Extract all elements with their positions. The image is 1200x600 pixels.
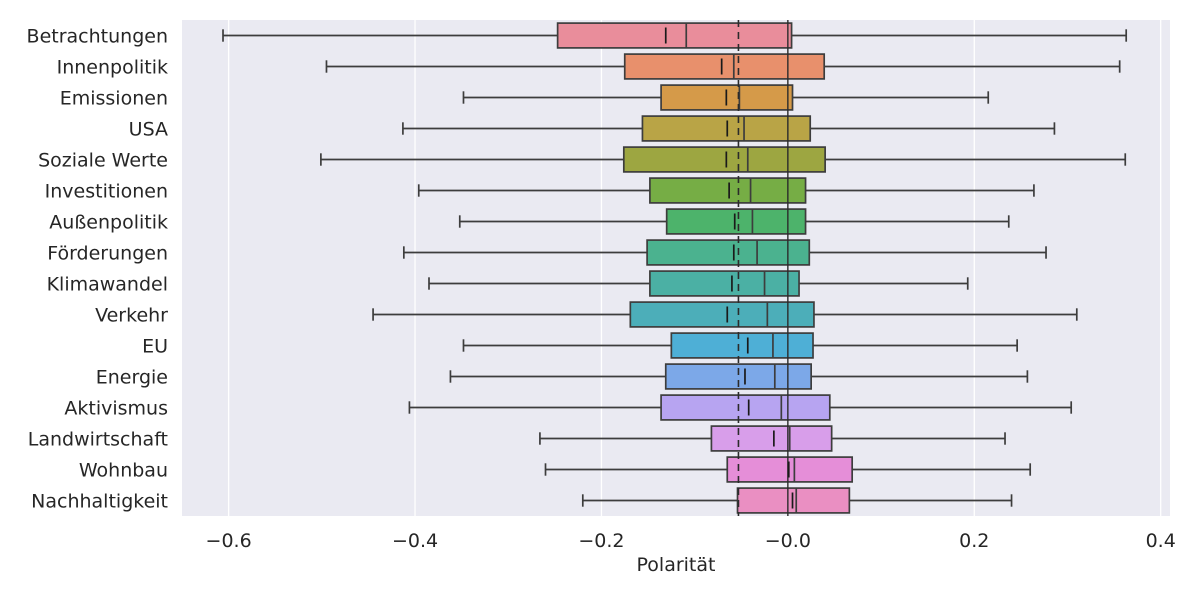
y-tick-label: Nachhaltigkeit — [31, 491, 168, 513]
y-tick-label: Innenpolitik — [57, 57, 168, 79]
y-tick-label: Außenpolitik — [49, 212, 168, 234]
x-tick-label: 0.4 — [1146, 530, 1176, 552]
y-tick-label: Emissionen — [60, 88, 168, 110]
box-förderungen — [646, 239, 811, 266]
box-aktivismus — [660, 394, 831, 421]
y-tick-label: USA — [129, 119, 168, 141]
mean-markers — [664, 27, 794, 509]
y-tick-label: Investitionen — [45, 181, 168, 203]
boxes — [556, 22, 854, 514]
box-wohnbau — [726, 456, 854, 483]
box-usa — [641, 115, 812, 142]
y-tick-label: EU — [142, 336, 168, 358]
y-tick-label: Landwirtschaft — [28, 429, 168, 451]
whiskers — [222, 29, 1128, 507]
box-verkehr — [629, 301, 815, 328]
x-tick-label: −0.0 — [765, 530, 811, 552]
box-eu — [670, 332, 814, 359]
x-tick-label: 0.2 — [959, 530, 989, 552]
y-tick-label: Verkehr — [95, 305, 168, 327]
box-klimawandel — [649, 270, 800, 297]
y-tick-label: Klimawandel — [47, 274, 168, 296]
box-außenpolitik — [665, 208, 807, 235]
box-soziale-werte — [622, 146, 826, 173]
box-landwirtschaft — [710, 425, 833, 452]
y-tick-label: Betrachtungen — [27, 26, 168, 48]
y-tick-label: Soziale Werte — [38, 150, 168, 172]
box-nachhaltigkeit — [736, 487, 851, 514]
y-tick-label: Energie — [96, 367, 168, 389]
reference-lines — [737, 20, 789, 516]
y-tick-labels: Betrachtungen Innenpolitik Emissionen USA So… — [27, 26, 169, 513]
box-investitionen — [649, 177, 807, 204]
x-axis-label: Polarität — [637, 554, 716, 576]
x-tick-label: −0.2 — [578, 530, 624, 552]
box-innenpolitik — [623, 53, 826, 80]
x-tick-label: −0.6 — [206, 530, 252, 552]
y-tick-label: Aktivismus — [64, 398, 168, 420]
x-tick-labels: −0.6 −0.4 −0.2 −0.0 0.2 0.4 — [206, 530, 1176, 552]
box-betrachtungen — [556, 22, 793, 49]
y-tick-label: Wohnbau — [79, 460, 168, 482]
y-tick-label: Förderungen — [47, 243, 168, 265]
x-tick-label: −0.4 — [392, 530, 438, 552]
